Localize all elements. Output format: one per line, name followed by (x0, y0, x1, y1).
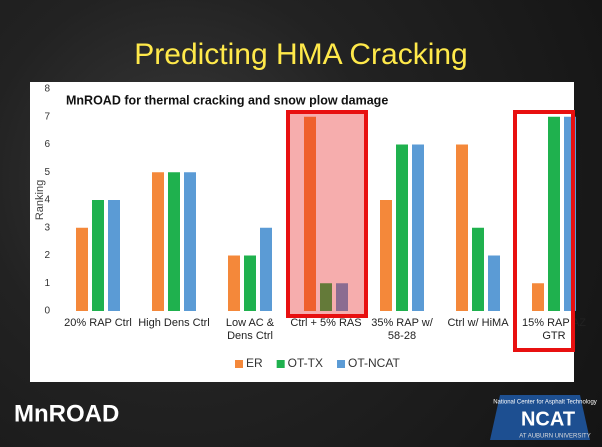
legend-label: OT-NCAT (348, 356, 400, 370)
bar (152, 172, 164, 311)
bar (184, 172, 196, 311)
y-tick-label: 0 (44, 306, 50, 317)
logo-ncat: NCAT (521, 408, 575, 430)
x-tick-label: 35% RAP w/ 58-28 (371, 317, 433, 342)
highlight-box (286, 110, 368, 318)
logo-ncat-top: National Center for Asphalt Technology (493, 400, 597, 406)
y-tick-label: 2 (44, 250, 50, 261)
bar (304, 116, 316, 311)
bar (168, 172, 180, 311)
x-tick-label: Ctrl w/ HiMA (447, 317, 509, 329)
x-tick-label: 20% RAP Ctrl (64, 317, 132, 329)
y-axis-label: Ranking (34, 180, 46, 220)
x-tick-label-box: 15% RAP AZ GTR (522, 317, 586, 342)
x-tick-label-box: High Dens Ctrl (138, 317, 210, 329)
logo-ncat-bottom: AT AUBURN UNIVERSITY (519, 434, 590, 440)
logo-mnroad: MnROAD (14, 400, 119, 427)
bar (532, 283, 544, 311)
bar (380, 200, 392, 311)
slide-title: Predicting HMA Cracking (134, 38, 467, 71)
legend-swatch (337, 360, 346, 368)
logo-ncat-shape (490, 395, 590, 440)
bar (260, 227, 272, 311)
legend-label: ER (246, 356, 263, 370)
bar (456, 144, 468, 311)
bar (336, 283, 348, 311)
bar (320, 283, 332, 311)
x-tick-label-box: Low AC & Dens Ctrl (225, 317, 275, 342)
y-tick-label: 7 (44, 111, 50, 122)
x-tick-label: High Dens Ctrl (138, 317, 210, 329)
legend-swatch (276, 360, 285, 368)
y-tick-label: 4 (44, 195, 50, 206)
x-tick-label: 15% RAP AZ GTR (522, 317, 586, 342)
bar (396, 144, 408, 311)
x-tick-label: Ctrl + 5% RAS (290, 317, 362, 329)
bar (108, 200, 120, 311)
highlight-box (513, 110, 575, 352)
legend-label: OT-TX (288, 356, 323, 370)
legend-swatch (235, 360, 243, 368)
y-tick-label: 6 (44, 139, 50, 150)
x-tick-label: Low AC & Dens Ctrl (225, 317, 275, 342)
y-tick-label: 3 (44, 222, 50, 233)
x-tick-label-box: 20% RAP Ctrl (64, 317, 132, 329)
chart-title: MnROAD for thermal cracking and snow plo… (66, 93, 388, 107)
bar (76, 227, 88, 311)
bar (472, 227, 484, 311)
x-tick-label-box: Ctrl w/ HiMA (447, 317, 509, 329)
x-tick-label-box: Ctrl + 5% RAS (290, 317, 362, 329)
y-tick-label: 1 (44, 278, 50, 289)
y-tick-label: 8 (44, 84, 50, 95)
y-tick-label: 5 (44, 167, 50, 178)
plot: 0 1 2 3 4 5 6 7 8 20% RAP Ctrl High Dens Ctrl Low A… (44, 84, 586, 342)
x-tick-label-box: 35% RAP w/ 58-28 (371, 317, 433, 342)
bar (412, 144, 424, 311)
bar (548, 116, 560, 311)
bar (228, 255, 240, 311)
bar (488, 255, 500, 311)
bar (244, 255, 256, 311)
bar (92, 200, 104, 311)
